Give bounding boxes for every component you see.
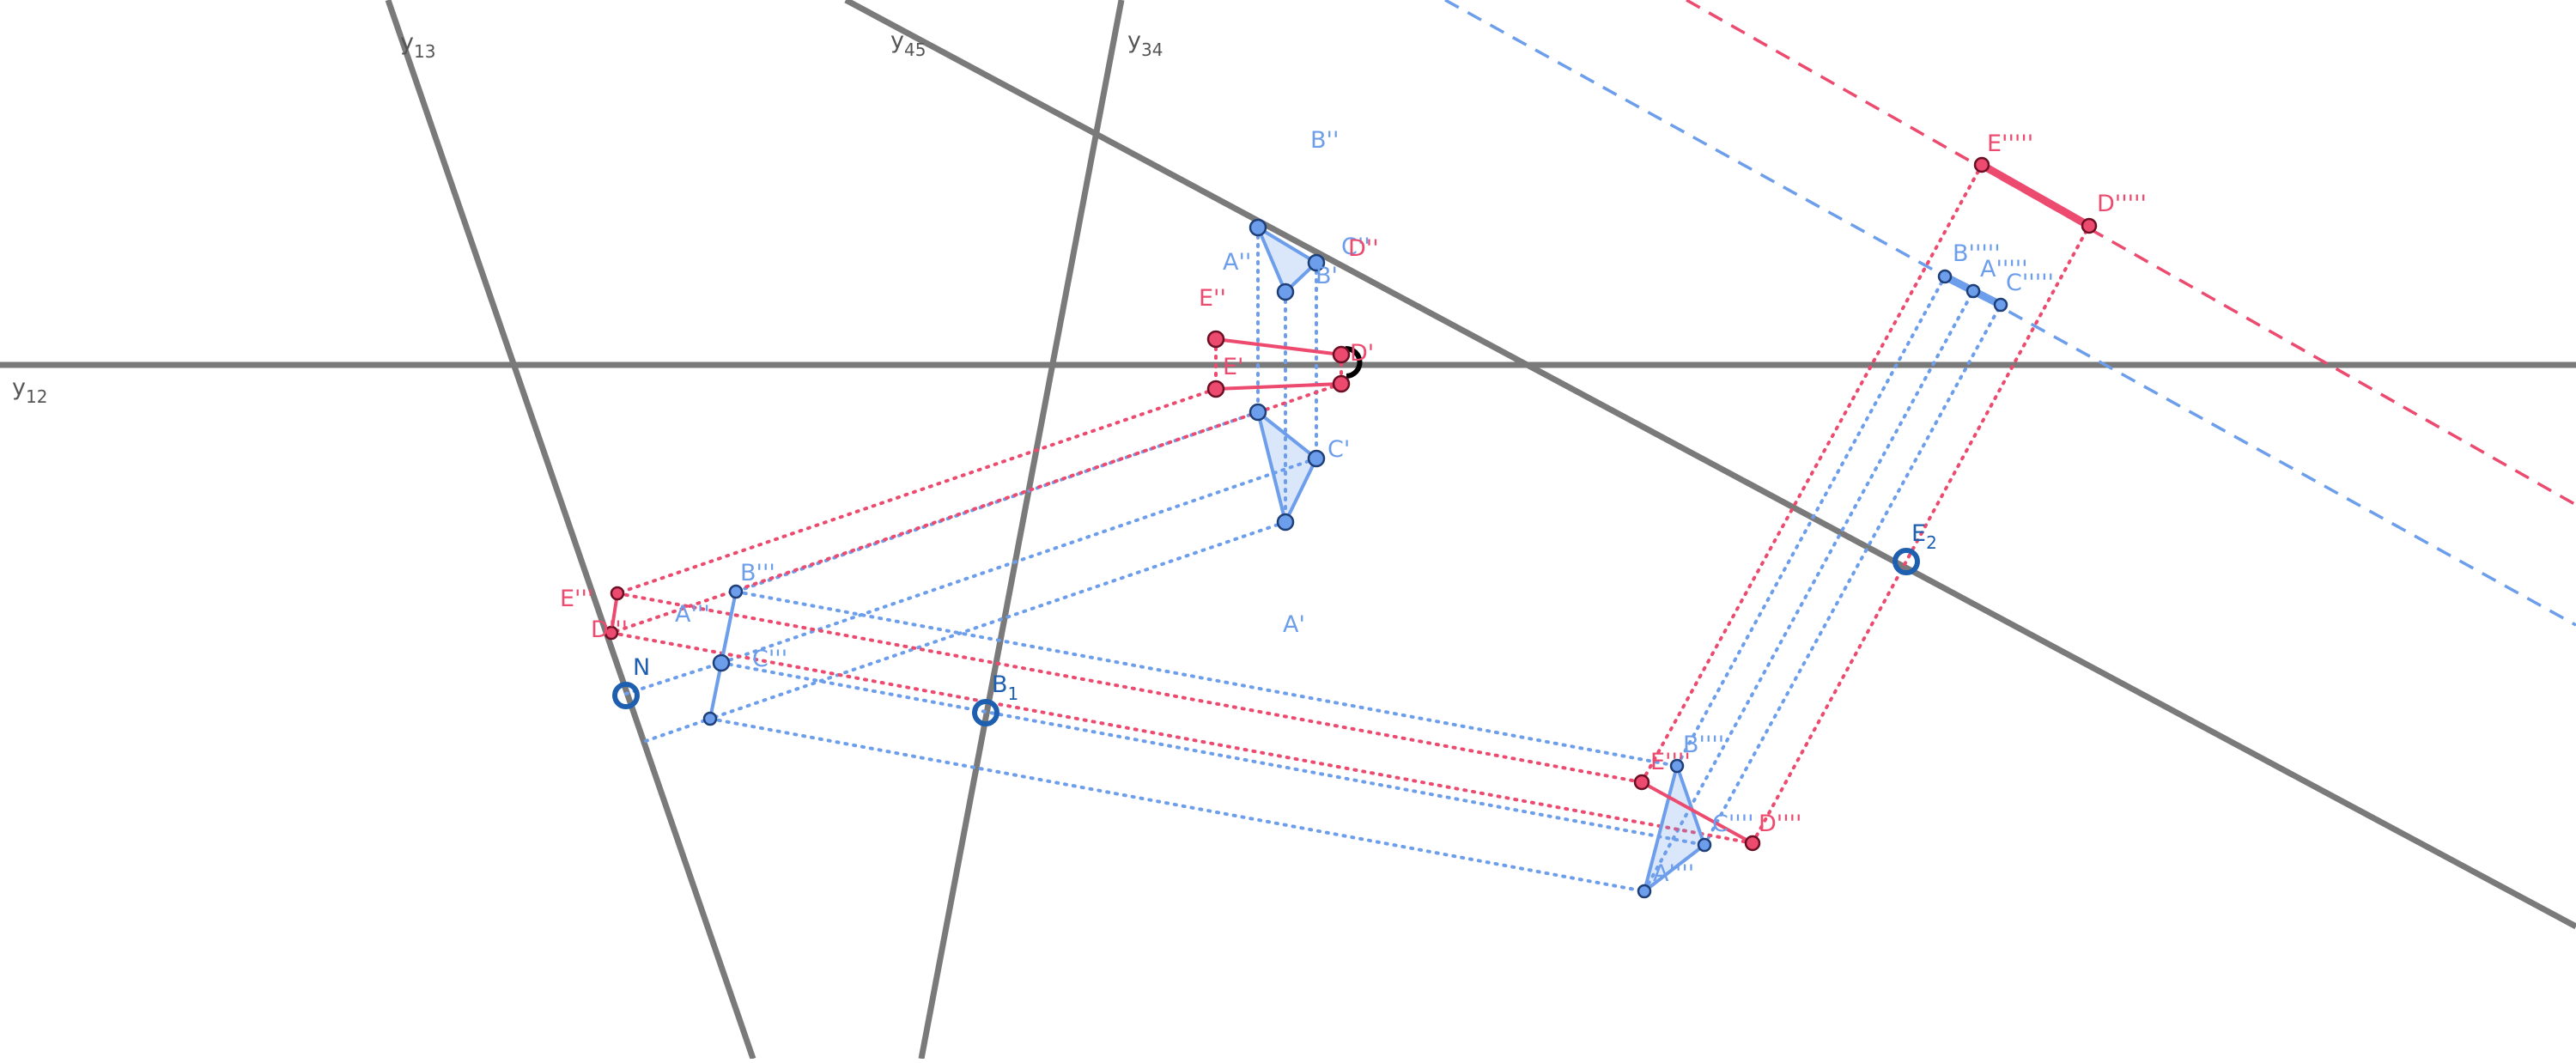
point-d-front[interactable]: [1334, 347, 1349, 362]
point-e-third[interactable]: [611, 587, 623, 599]
ray: [646, 719, 710, 741]
label-e2: E'': [1199, 285, 1226, 312]
triangle-top-view[interactable]: [1258, 412, 1316, 522]
ray: [721, 459, 1316, 663]
point-e-fourth[interactable]: [1635, 775, 1649, 789]
point-a-top[interactable]: [1250, 404, 1266, 420]
label-a4: A'''': [1653, 860, 1694, 887]
point-b-fifth[interactable]: [1939, 270, 1951, 282]
axis-y34[interactable]: [921, 0, 1121, 1059]
point-c-fifth[interactable]: [1995, 299, 2007, 311]
point-a-fourth[interactable]: [1638, 885, 1650, 897]
label-d1: D': [1350, 340, 1374, 367]
point-c-top[interactable]: [1309, 451, 1324, 466]
label-e1: E': [1223, 354, 1243, 380]
label-d2: D'': [1348, 235, 1379, 262]
label-a2: A'': [1223, 249, 1251, 276]
axis-label-y34: y34: [1127, 27, 1163, 60]
label-c4: C'''': [1712, 811, 1754, 837]
axis-y13[interactable]: [388, 0, 753, 1059]
projection-rays-red: [611, 165, 2089, 843]
label-c1: C': [1327, 436, 1350, 463]
point-d-fifth[interactable]: [2082, 219, 2096, 233]
label-a1: A': [1283, 611, 1305, 638]
segment-de-true-length[interactable]: [1982, 165, 2089, 226]
label-c5: C''''': [2006, 270, 2054, 296]
triangles-abc: [710, 228, 2001, 891]
point-e-fifth[interactable]: [1975, 158, 1989, 172]
ray: [721, 663, 1704, 845]
label-a3: A''': [675, 601, 710, 628]
point-labels-red: D' E' D'' E'' D''' E''' D'''' E'''' D'''…: [560, 131, 2147, 837]
segments-de: [611, 165, 2089, 843]
point-c-third[interactable]: [714, 655, 729, 671]
label-b3: B''': [740, 560, 775, 586]
ray: [1644, 291, 1973, 891]
guide-line-red: [1686, 0, 2576, 505]
projection-rays-blue: [626, 228, 2001, 891]
axis-label-y12: y12: [12, 374, 47, 407]
guide-line-blue: [1445, 0, 2576, 625]
point-b-top[interactable]: [1278, 514, 1293, 530]
segment-de-front[interactable]: [1216, 339, 1341, 355]
ray: [736, 592, 1677, 766]
point-c-fourth[interactable]: [1698, 839, 1710, 851]
point-e-top[interactable]: [1208, 381, 1224, 397]
point-b-third[interactable]: [730, 586, 742, 598]
label-d4: D'''': [1759, 811, 1801, 837]
label-n: N: [633, 654, 650, 681]
label-c3: C''': [752, 646, 787, 672]
segment-de-top[interactable]: [1216, 384, 1341, 389]
point-d-fourth[interactable]: [1746, 836, 1759, 850]
point-a-front[interactable]: [1250, 220, 1266, 235]
label-e5: E''''': [1987, 131, 2033, 157]
label-b-sub-1: B1: [992, 671, 1018, 704]
label-b2: B'': [1310, 127, 1339, 154]
point-d-top[interactable]: [1334, 376, 1349, 392]
point-b-front[interactable]: [1278, 284, 1293, 300]
point-a-third[interactable]: [704, 713, 716, 725]
ray: [617, 389, 1216, 593]
ray: [710, 719, 1644, 891]
label-b1: B': [1315, 263, 1338, 289]
label-b5: B''''': [1953, 240, 2001, 267]
axis-labels: y12 y13 y45 y34: [12, 27, 1163, 407]
label-d3: D''': [591, 617, 628, 643]
label-d5: D''''': [2097, 191, 2147, 217]
label-e4: E'''': [1650, 749, 1691, 775]
guide-lines: [1445, 0, 2576, 625]
ray: [1642, 165, 1982, 782]
ray: [1704, 305, 2001, 845]
point-e-front[interactable]: [1208, 331, 1224, 347]
point-a-fifth[interactable]: [1967, 285, 1979, 297]
points-blue: [704, 220, 2007, 897]
ray: [1677, 276, 1945, 766]
ray: [617, 593, 1642, 782]
label-e3: E''': [560, 586, 593, 612]
